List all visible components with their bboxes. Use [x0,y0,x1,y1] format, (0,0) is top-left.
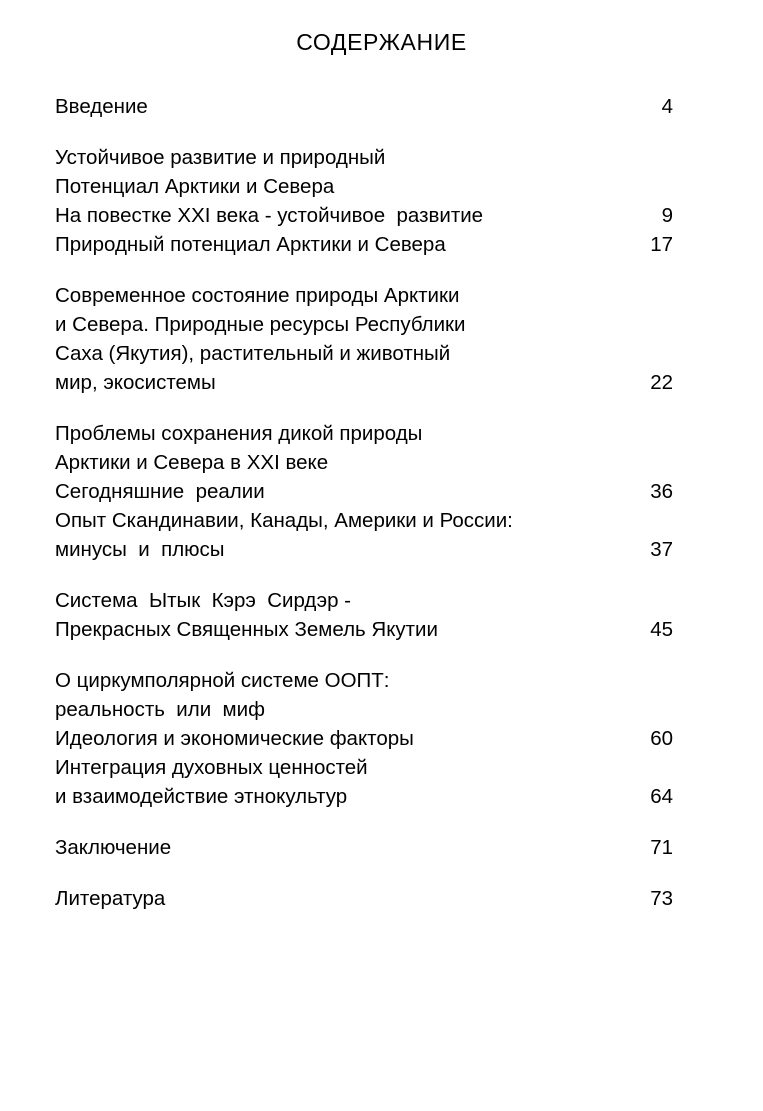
toc-heading-line: Современное состояние природы Арктики [55,281,673,310]
toc-heading-line: реальность или миф [55,695,673,724]
toc-entry-label: Современное состояние природы Арктики [55,284,460,307]
toc-entry-label: Прекрасных Священных Земель Якутии [55,618,438,641]
toc-page-number: 17 [650,233,673,256]
toc-entry-label: Саха (Якутия), растительный и животный [55,342,451,365]
toc-entry-label: Идеология и экономические факторы [55,727,414,750]
toc-heading-line: Интеграция духовных ценностей [55,753,673,782]
toc-group-references: Литература 73 [55,884,673,913]
toc-page-number: 60 [650,727,673,750]
toc-heading-line: Арктики и Севера в XXI веке [55,448,673,477]
toc-entry-label: и взаимодействие этнокультур [55,785,348,808]
toc-entry-label: Сегодняшние реалии [55,480,265,503]
toc-entry[interactable]: Природный потенциал Арктики и Севера 17 [55,230,673,259]
toc-entry-label: Литература [55,887,166,910]
toc-entry-label: Проблемы сохранения дикой природы [55,422,423,445]
toc-group-current-state-of-nature: Современное состояние природы Арктики и С… [55,281,673,397]
toc-entry[interactable]: и взаимодействие этнокультур 64 [55,782,673,811]
toc-page-number: 22 [650,371,673,394]
toc-entry-label: Интеграция духовных ценностей [55,756,368,779]
toc-entry-label: минусы и плюсы [55,538,225,561]
toc-page-number: 37 [650,538,673,561]
toc-entry-label: Заключение [55,836,172,859]
toc-heading-line: Система Ытык Кэрэ Сирдэр - [55,586,673,615]
toc-group-ytyk-kere-sirder-system: Система Ытык Кэрэ Сирдэр - Прекрасных Свя… [55,586,673,644]
toc-group-sustainable-development: Устойчивое развитие и природный Потенциал… [55,143,673,259]
page-title: СОДЕРЖАНИЕ [296,29,467,55]
toc-entry[interactable]: мир, экосистемы 22 [55,368,673,397]
toc-page-number: 9 [661,204,673,227]
toc-page-number: 4 [661,95,673,118]
toc-entry-label: Введение [55,95,148,118]
toc-entry-label: Арктики и Севера в XXI веке [55,451,329,474]
toc-page-number: 45 [650,618,673,641]
toc-group-conclusion: Заключение 71 [55,833,673,862]
toc-group-introduction: Введение 4 [55,92,673,121]
toc-entry[interactable]: Литература 73 [55,884,673,913]
toc-heading-line: Устойчивое развитие и природный [55,143,673,172]
toc-entry-label: мир, экосистемы [55,371,216,394]
toc-page-number: 64 [650,785,673,808]
toc-heading-line: О циркумполярной системе ООПТ: [55,666,673,695]
toc-entries-list: Введение 4 Устойчивое развитие и природный… [55,92,673,913]
toc-page-number: 73 [650,887,673,910]
toc-entry[interactable]: Идеология и экономические факторы 60 [55,724,673,753]
toc-entry-label: Устойчивое развитие и природный [55,146,386,169]
toc-entry-label: Опыт Скандинавии, Канады, Америки и Росс… [55,509,513,532]
toc-entry[interactable]: минусы и плюсы 37 [55,535,673,564]
toc-entry-label: На повестке XXI века - устойчивое развит… [55,204,484,227]
toc-entry[interactable]: На повестке XXI века - устойчивое развит… [55,201,673,230]
toc-page-number: 71 [650,836,673,859]
toc-group-wild-nature-conservation: Проблемы сохранения дикой природы Арктики… [55,419,673,564]
toc-entry-label: Потенциал Арктики и Севера [55,175,335,198]
toc-entry[interactable]: Введение 4 [55,92,673,121]
toc-page-number: 36 [650,480,673,503]
toc-entry[interactable]: Заключение 71 [55,833,673,862]
toc-heading-line: Проблемы сохранения дикой природы [55,419,673,448]
toc-heading-line: Опыт Скандинавии, Канады, Америки и Росс… [55,506,673,535]
toc-heading-line: Саха (Якутия), растительный и животный [55,339,673,368]
toc-entry[interactable]: Прекрасных Священных Земель Якутии 45 [55,615,673,644]
toc-entry-label: О циркумполярной системе ООПТ: [55,669,390,692]
toc-entry-label: и Севера. Природные ресурсы Республики [55,313,466,336]
toc-group-circumpolar-system: О циркумполярной системе ООПТ: реальность… [55,666,673,811]
toc-entry[interactable]: Сегодняшние реалии 36 [55,477,673,506]
toc-heading-line: Потенциал Арктики и Севера [55,172,673,201]
toc-entry-label: Система Ытык Кэрэ Сирдэр - [55,589,351,612]
toc-entry-label: Природный потенциал Арктики и Севера [55,233,446,256]
toc-entry-label: реальность или миф [55,698,265,721]
toc-heading-line: и Севера. Природные ресурсы Республики [55,310,673,339]
